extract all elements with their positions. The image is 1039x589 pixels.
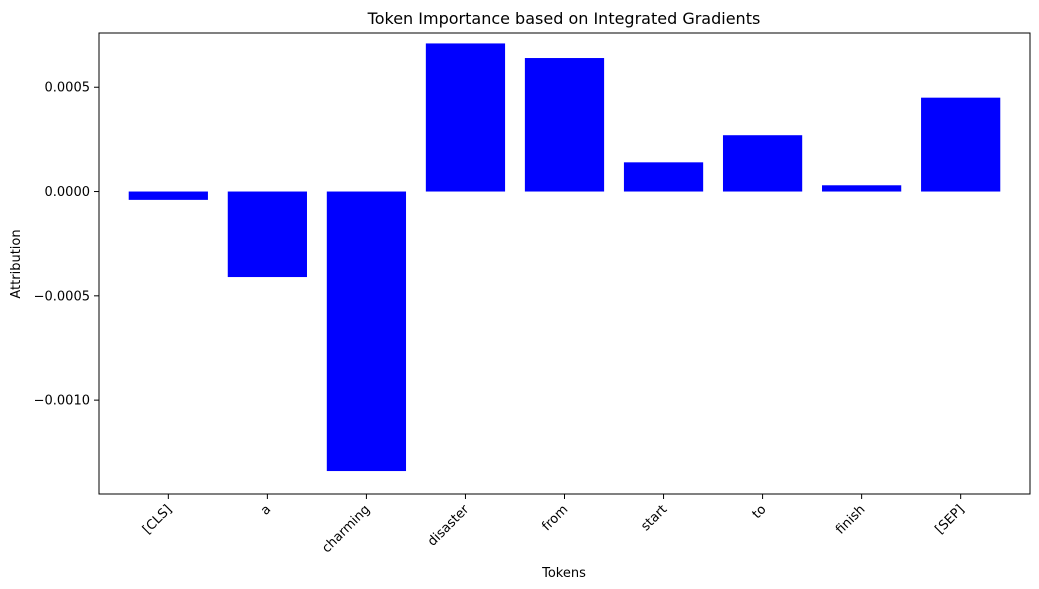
plot-frame [98,32,1031,495]
bar-0 [128,191,208,200]
bar-8 [921,97,1001,192]
x-axis: [CLS] a charming disaster from start to finish [… [140,494,967,556]
y-axis: 0.0005 0.0000 −0.0005 −0.0010 [34,81,99,409]
bar-4 [524,58,605,192]
x-tick-label: start [638,502,670,534]
x-tick-label: to [750,502,770,522]
y-tick-label: −0.0010 [34,394,90,409]
bar-5 [623,162,704,192]
x-tick-label: finish [833,502,868,537]
y-axis-title: Attribution [9,229,24,298]
y-tick-label: 0.0000 [45,185,91,200]
bar-2 [326,191,407,472]
bars-group [128,43,1001,472]
bar-1 [227,191,307,278]
x-tick-label: a [258,502,274,518]
bar-7 [822,185,902,192]
x-tick-label: [SEP] [933,502,968,537]
x-axis-title: Tokens [541,566,586,581]
chart-title: Token Importance based on Integrated Gra… [367,9,761,28]
x-tick-label: charming [319,502,373,556]
y-tick-label: −0.0005 [34,289,90,304]
bar-6 [722,135,803,192]
bar-3 [425,43,506,192]
x-tick-label: disaster [425,502,473,550]
y-tick-label: 0.0005 [45,81,91,96]
x-tick-label: from [539,502,571,534]
x-tick-label: [CLS] [140,502,175,537]
